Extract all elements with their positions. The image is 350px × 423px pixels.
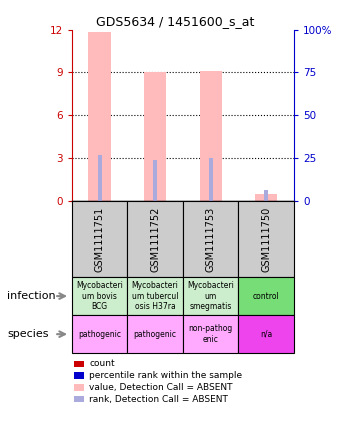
Text: Mycobacteri
um
smegmatis: Mycobacteri um smegmatis (187, 281, 234, 311)
Bar (183, 315, 238, 353)
Bar (183, 201, 238, 277)
Text: GDS5634 / 1451600_s_at: GDS5634 / 1451600_s_at (96, 15, 254, 28)
Bar (238, 315, 294, 353)
Text: n/a: n/a (260, 330, 272, 339)
Text: Mycobacteri
um tubercul
osis H37ra: Mycobacteri um tubercul osis H37ra (132, 281, 178, 311)
Bar (89, 33, 111, 201)
Bar (127, 201, 183, 277)
Bar (127, 315, 183, 353)
Bar (238, 201, 294, 277)
Text: percentile rank within the sample: percentile rank within the sample (89, 371, 242, 380)
Bar (255, 194, 277, 201)
Text: species: species (7, 329, 49, 339)
Bar (238, 277, 294, 315)
Text: GSM1111752: GSM1111752 (150, 206, 160, 272)
Bar (98, 155, 101, 201)
Bar (72, 201, 127, 277)
Bar (127, 277, 183, 315)
Text: count: count (89, 359, 115, 368)
Text: GSM1111753: GSM1111753 (206, 206, 216, 272)
Text: Mycobacteri
um bovis
BCG: Mycobacteri um bovis BCG (76, 281, 123, 311)
Bar (264, 190, 268, 201)
Text: control: control (253, 291, 280, 301)
Text: value, Detection Call = ABSENT: value, Detection Call = ABSENT (89, 383, 233, 392)
Text: pathogenic: pathogenic (134, 330, 177, 339)
Text: rank, Detection Call = ABSENT: rank, Detection Call = ABSENT (89, 395, 228, 404)
Bar (209, 158, 213, 201)
Text: GSM1111751: GSM1111751 (94, 206, 105, 272)
Text: non-pathog
enic: non-pathog enic (189, 324, 233, 344)
Bar (72, 315, 127, 353)
Text: pathogenic: pathogenic (78, 330, 121, 339)
Bar (199, 71, 222, 201)
Bar (153, 159, 157, 201)
Text: infection: infection (7, 291, 56, 301)
Bar (183, 277, 238, 315)
Bar (144, 72, 166, 201)
Bar (72, 277, 127, 315)
Text: GSM1111750: GSM1111750 (261, 206, 271, 272)
